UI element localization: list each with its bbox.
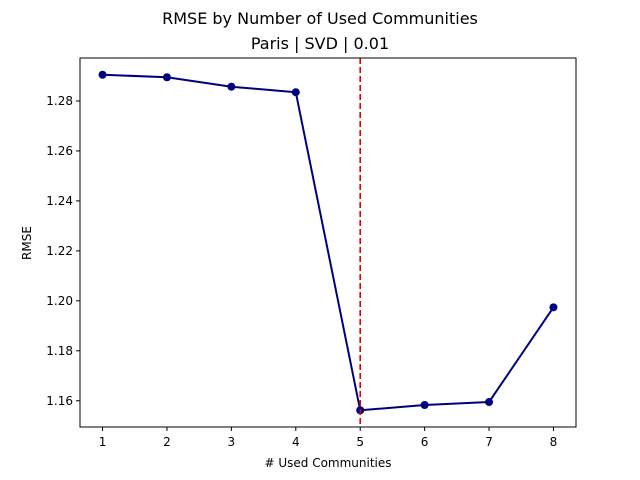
- x-tick-label: 3: [228, 435, 236, 449]
- data-point: [98, 70, 107, 79]
- data-point: [291, 88, 300, 97]
- y-tick-label: 1.16: [46, 394, 73, 408]
- y-axis-label: RMSE: [20, 226, 34, 260]
- x-tick-label: 1: [99, 435, 107, 449]
- x-tick-label: 2: [163, 435, 171, 449]
- y-tick-label: 1.26: [46, 144, 73, 158]
- chart-subtitle: Paris | SVD | 0.01: [251, 34, 389, 53]
- x-tick-label: 8: [550, 435, 558, 449]
- data-point: [485, 398, 494, 407]
- x-tick-label: 6: [421, 435, 429, 449]
- y-tick-label: 1.18: [46, 344, 73, 358]
- data-point: [227, 82, 236, 91]
- data-point: [420, 401, 429, 410]
- y-tick-label: 1.20: [46, 294, 73, 308]
- chart-title: RMSE by Number of Used Communities: [162, 9, 478, 28]
- plot-frame: [79, 57, 577, 428]
- y-tick-label: 1.24: [46, 194, 73, 208]
- data-point: [549, 303, 558, 312]
- series-line: [102, 73, 555, 412]
- x-tick-label: 5: [356, 435, 364, 449]
- x-axis-label: # Used Communities: [264, 456, 391, 470]
- x-tick-label: 4: [292, 435, 300, 449]
- x-tick-label: 7: [485, 435, 493, 449]
- y-tick-label: 1.22: [46, 244, 73, 258]
- y-tick-label: 1.28: [46, 94, 73, 108]
- data-point: [162, 73, 171, 82]
